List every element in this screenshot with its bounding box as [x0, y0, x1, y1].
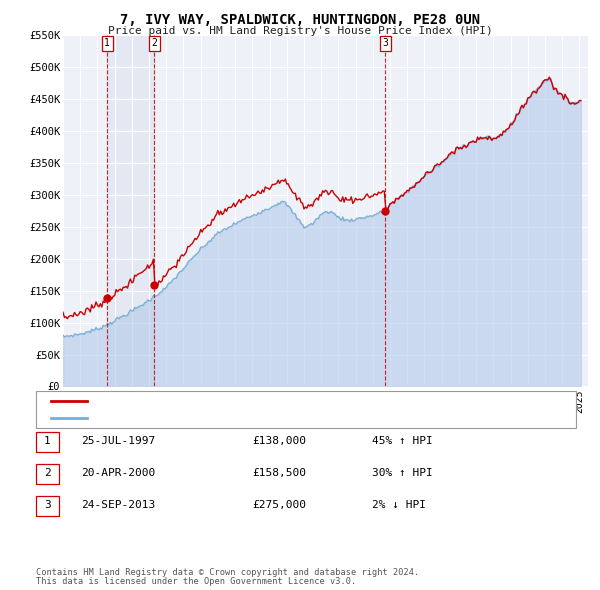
Text: Contains HM Land Registry data © Crown copyright and database right 2024.: Contains HM Land Registry data © Crown c…	[36, 568, 419, 577]
Text: £275,000: £275,000	[252, 500, 306, 510]
Text: 24-SEP-2013: 24-SEP-2013	[81, 500, 155, 510]
Text: Price paid vs. HM Land Registry's House Price Index (HPI): Price paid vs. HM Land Registry's House …	[107, 26, 493, 36]
Text: 2: 2	[44, 468, 51, 478]
Text: 2% ↓ HPI: 2% ↓ HPI	[372, 500, 426, 510]
Text: 25-JUL-1997: 25-JUL-1997	[81, 437, 155, 446]
Text: 3: 3	[382, 38, 388, 48]
Text: 1: 1	[44, 437, 51, 446]
Text: 3: 3	[44, 500, 51, 510]
Text: This data is licensed under the Open Government Licence v3.0.: This data is licensed under the Open Gov…	[36, 578, 356, 586]
Text: 2: 2	[151, 38, 157, 48]
Text: £138,000: £138,000	[252, 437, 306, 446]
Text: 7, IVY WAY, SPALDWICK, HUNTINGDON, PE28 0UN (detached house): 7, IVY WAY, SPALDWICK, HUNTINGDON, PE28 …	[93, 396, 468, 405]
Text: 30% ↑ HPI: 30% ↑ HPI	[372, 468, 433, 478]
Text: HPI: Average price, detached house, Huntingdonshire: HPI: Average price, detached house, Hunt…	[93, 413, 412, 422]
Text: 7, IVY WAY, SPALDWICK, HUNTINGDON, PE28 0UN: 7, IVY WAY, SPALDWICK, HUNTINGDON, PE28 …	[120, 13, 480, 27]
Text: £158,500: £158,500	[252, 468, 306, 478]
Text: 1: 1	[104, 38, 110, 48]
Text: 45% ↑ HPI: 45% ↑ HPI	[372, 437, 433, 446]
Bar	[107, 35, 154, 386]
Text: 20-APR-2000: 20-APR-2000	[81, 468, 155, 478]
